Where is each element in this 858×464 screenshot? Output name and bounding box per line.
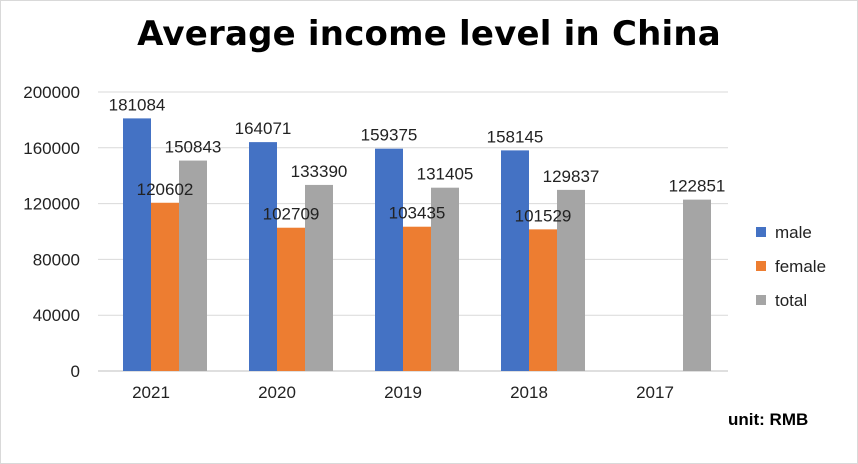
y-tick-label: 80000 — [33, 250, 80, 269]
bar-female-2021 — [151, 203, 179, 371]
bar-male-2020 — [249, 142, 277, 371]
data-label-total-2021: 150843 — [165, 138, 222, 157]
legend-swatch-female — [756, 261, 766, 271]
y-tick-label: 0 — [71, 362, 80, 381]
y-axis-ticks: 0 40000 80000 120000 160000 200000 — [23, 83, 80, 381]
data-label-total-2018: 129837 — [543, 167, 600, 186]
x-tick-label: 2020 — [258, 383, 296, 402]
x-tick-label: 2019 — [384, 383, 422, 402]
bar-male-2018 — [501, 150, 529, 371]
x-axis-ticks: 2021 2020 2019 2018 2017 — [132, 383, 674, 402]
bar-female-2018 — [529, 229, 557, 371]
y-tick-label: 40000 — [33, 306, 80, 325]
legend: male female total — [756, 223, 826, 310]
legend-label-total: total — [775, 291, 807, 310]
data-label-total-2020: 133390 — [291, 162, 348, 181]
data-label-female-2018: 101529 — [515, 206, 572, 225]
y-tick-label: 200000 — [23, 83, 80, 102]
bar-male-2021 — [123, 118, 151, 371]
y-tick-label: 160000 — [23, 139, 80, 158]
legend-label-male: male — [775, 223, 812, 242]
bar-total-2017 — [683, 200, 711, 371]
x-tick-label: 2017 — [636, 383, 674, 402]
data-label-male-2019: 159375 — [361, 126, 418, 145]
data-label-total-2017: 122851 — [669, 177, 726, 196]
legend-label-female: female — [775, 257, 826, 276]
unit-note: unit: RMB — [728, 410, 808, 430]
bar-female-2019 — [403, 227, 431, 371]
data-label-female-2019: 103435 — [389, 204, 446, 223]
data-label-total-2019: 131405 — [417, 165, 474, 184]
bar-female-2020 — [277, 228, 305, 371]
data-label-male-2020: 164071 — [235, 119, 292, 138]
data-label-female-2020: 102709 — [263, 205, 320, 224]
legend-swatch-male — [756, 227, 766, 237]
bar-chart: 0 40000 80000 120000 160000 200000 181084 1206… — [0, 0, 858, 464]
data-label-female-2021: 120602 — [137, 180, 194, 199]
data-label-male-2021: 181084 — [109, 95, 166, 114]
legend-swatch-total — [756, 295, 766, 305]
bar-male-2019 — [375, 149, 403, 371]
data-label-male-2018: 158145 — [487, 127, 544, 146]
x-tick-label: 2021 — [132, 383, 170, 402]
x-tick-label: 2018 — [510, 383, 548, 402]
y-tick-label: 120000 — [23, 195, 80, 214]
